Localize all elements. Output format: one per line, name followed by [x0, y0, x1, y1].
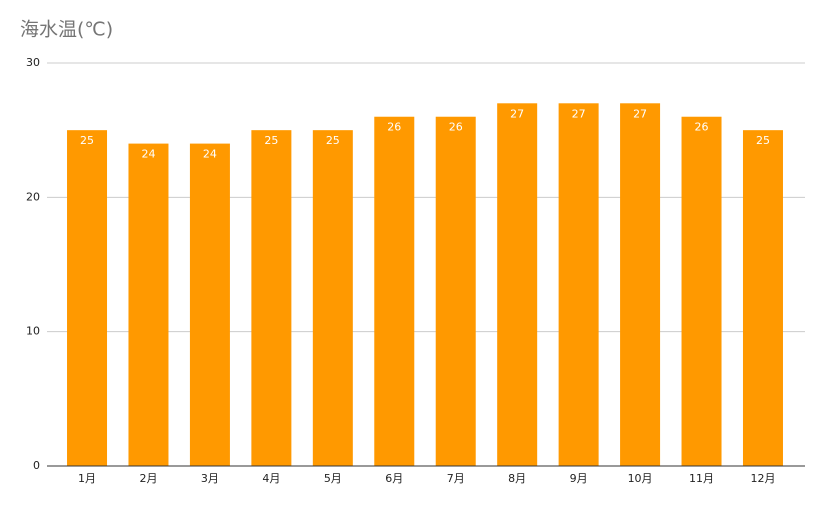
- y-tick-label: 30: [26, 56, 40, 69]
- y-tick-label: 10: [26, 325, 40, 338]
- bar: [681, 116, 722, 466]
- x-tick-label: 6月: [385, 472, 403, 485]
- bar: [128, 143, 169, 466]
- x-tick-label: 4月: [262, 472, 280, 485]
- y-tick-label: 20: [26, 190, 40, 203]
- x-tick-label: 5月: [324, 472, 342, 485]
- value-label: 26: [695, 121, 709, 134]
- value-label: 27: [572, 107, 586, 120]
- value-label: 25: [80, 134, 94, 147]
- bar: [742, 130, 783, 466]
- chart-title: 海水温(℃): [20, 19, 113, 41]
- value-label: 26: [387, 121, 401, 134]
- value-label: 26: [449, 121, 463, 134]
- value-label: 24: [141, 148, 155, 161]
- value-label: 27: [510, 107, 524, 120]
- x-tick-label: 7月: [447, 472, 465, 485]
- bar: [497, 103, 538, 467]
- y-tick-label: 0: [33, 459, 40, 472]
- bar: [67, 130, 108, 466]
- x-tick-label: 1月: [78, 472, 96, 485]
- x-tick-label: 10月: [628, 472, 653, 485]
- value-label: 25: [264, 134, 278, 147]
- bar: [251, 130, 292, 466]
- x-tick-label: 9月: [570, 472, 588, 485]
- bar: [435, 116, 476, 466]
- bar: [620, 103, 661, 467]
- bar: [558, 103, 599, 467]
- bar: [312, 130, 353, 466]
- value-label: 27: [633, 107, 647, 120]
- x-tick-label: 3月: [201, 472, 219, 485]
- value-label: 24: [203, 148, 217, 161]
- bar: [189, 143, 230, 466]
- x-tick-label: 8月: [508, 472, 526, 485]
- x-tick-label: 11月: [689, 472, 714, 485]
- value-label: 25: [756, 134, 770, 147]
- bar: [374, 116, 415, 466]
- x-tick-label: 12月: [750, 472, 775, 485]
- x-tick-label: 2月: [139, 472, 157, 485]
- value-label: 25: [326, 134, 340, 147]
